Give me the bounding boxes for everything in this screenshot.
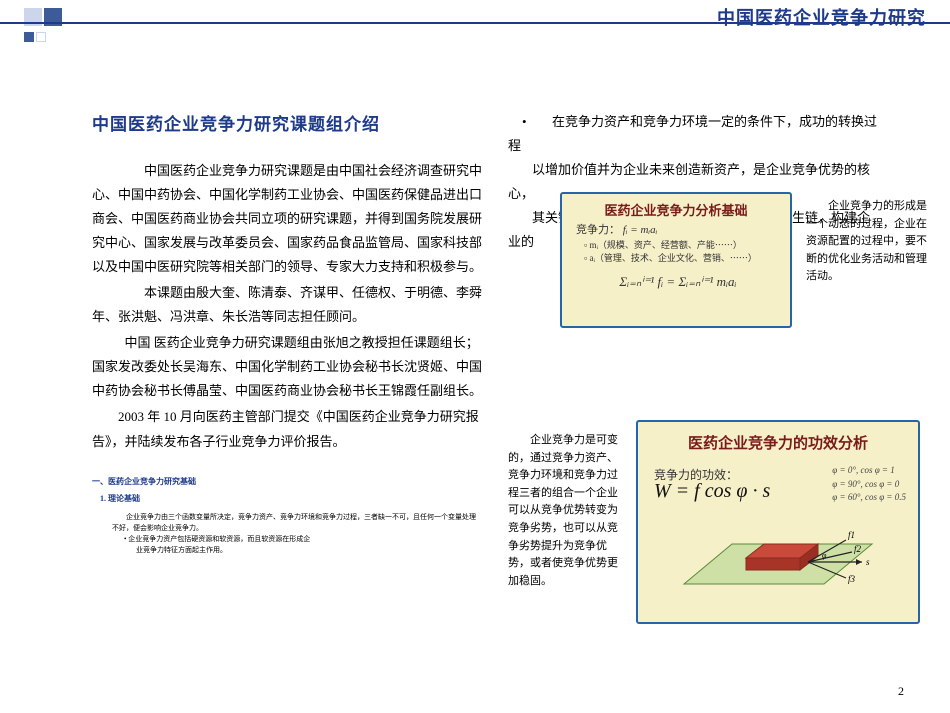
left-column: 中国医药企业竞争力研究课题组介绍 中国医药企业竞争力研究课题是由中国社会经济调查…: [92, 110, 482, 556]
annotation-1: 企业竞争力的形成是一个动态的过程，企业在资源配置的过程中，要不断的优化业务活动和…: [806, 198, 936, 286]
paragraph: 中国医药企业竞争力研究课题是由中国社会经济调查研究中心、中国中药协会、中国化学制…: [92, 159, 482, 279]
small-paragraph: 企业竞争力由三个函数变量所决定，竞争力资产、竞争力环境和竞争力过程，三者缺一不可…: [112, 512, 482, 534]
svg-text:f3: f3: [848, 574, 856, 584]
text-line: 在竞争力资产和竞争力环境一定的条件下，成功的转换过: [552, 110, 928, 134]
svg-text:f2: f2: [854, 544, 862, 554]
square-icon: [24, 32, 34, 42]
legend-line: φ = 0°, cos φ = 1: [832, 464, 906, 478]
page-title: 中国医药企业竞争力研究: [717, 4, 926, 30]
bullet-icon: •: [522, 110, 527, 134]
section-subtitle: 中国医药企业竞争力研究课题组介绍: [92, 110, 482, 135]
figure-2-diagram: s f1 f2 f3 φ: [666, 522, 890, 606]
figure-2: 医药企业竞争力的功效分析 竞争力的功效： W = f cos φ · s φ =…: [636, 420, 920, 624]
header: 中国医药企业竞争力研究: [0, 0, 950, 36]
text-line: 以增加价值并为企业未来创造新资产，是企业竞争优势的核: [532, 158, 928, 182]
paragraph: 本课题由殷大奎、陈清泰、齐谋甲、任德权、于明德、李舜年、张洪魁、冯洪章、朱长浩等…: [92, 281, 482, 329]
svg-text:φ: φ: [822, 551, 827, 560]
svg-text:f1: f1: [848, 530, 855, 540]
small-list-item: 业竞争力特征方面起主作用。: [136, 545, 482, 556]
small-section: 一、医药企业竞争力研究基础 1. 理论基础 企业竞争力由三个函数变量所决定，竞争…: [92, 476, 482, 557]
header-logo-squares-row2: [24, 28, 46, 42]
figure-2-legend: φ = 0°, cos φ = 1 φ = 90°, cos φ = 0 φ =…: [832, 464, 906, 505]
annotation-2: 企业竞争力是可变的，通过竞争力资产、竞争力环境和竞争力过程三者的组合一个企业可以…: [508, 432, 618, 590]
legend-line: φ = 90°, cos φ = 0: [832, 478, 906, 492]
equation: fᵢ = mᵢaᵢ: [623, 224, 658, 236]
text-line: 程: [508, 134, 928, 158]
paragraph: 2003 年 10 月向医药主管部门提交《中国医药企业竞争力研究报告》，并陆续发…: [92, 405, 482, 453]
small-list-item: • 企业竞争力资产包括硬资源和软资源，而且软资源在形成企: [124, 534, 482, 545]
square-icon: [36, 32, 46, 42]
eq-note: ▫ aᵢ（管理、技术、企业文化、营销、⋯⋯）: [584, 252, 780, 266]
figure-1: 医药企业竞争力分析基础 竞争力： fᵢ = mᵢaᵢ ▫ mᵢ（规模、资产、经营…: [560, 192, 792, 328]
small-subheading: 1. 理论基础: [100, 493, 482, 504]
figure-1-title: 医药企业竞争力分析基础: [562, 200, 790, 219]
figure-1-body: 竞争力： fᵢ = mᵢaᵢ ▫ mᵢ（规模、资产、经营额、产能⋯⋯） ▫ aᵢ…: [576, 222, 780, 291]
small-heading: 一、医药企业竞争力研究基础: [92, 476, 482, 487]
page-number: 2: [898, 684, 904, 699]
equation: Σᵢ₌ₙⁱ⁼¹ fᵢ = Σᵢ₌ₙⁱ⁼¹ mᵢaᵢ: [576, 272, 780, 292]
eq-label: 竞争力：: [576, 224, 620, 236]
svg-text:s: s: [866, 557, 870, 567]
legend-line: φ = 60°, cos φ = 0.5: [832, 491, 906, 505]
eq-note: ▫ mᵢ（规模、资产、经营额、产能⋯⋯）: [584, 239, 780, 253]
equation: W = f cos φ · s: [654, 480, 770, 503]
paragraph: 中国 医药企业竞争力研究课题组由张旭之教授担任课题组长；国家发改委处长吴海东、中…: [92, 331, 482, 403]
figure-2-title: 医药企业竞争力的功效分析: [638, 432, 918, 453]
